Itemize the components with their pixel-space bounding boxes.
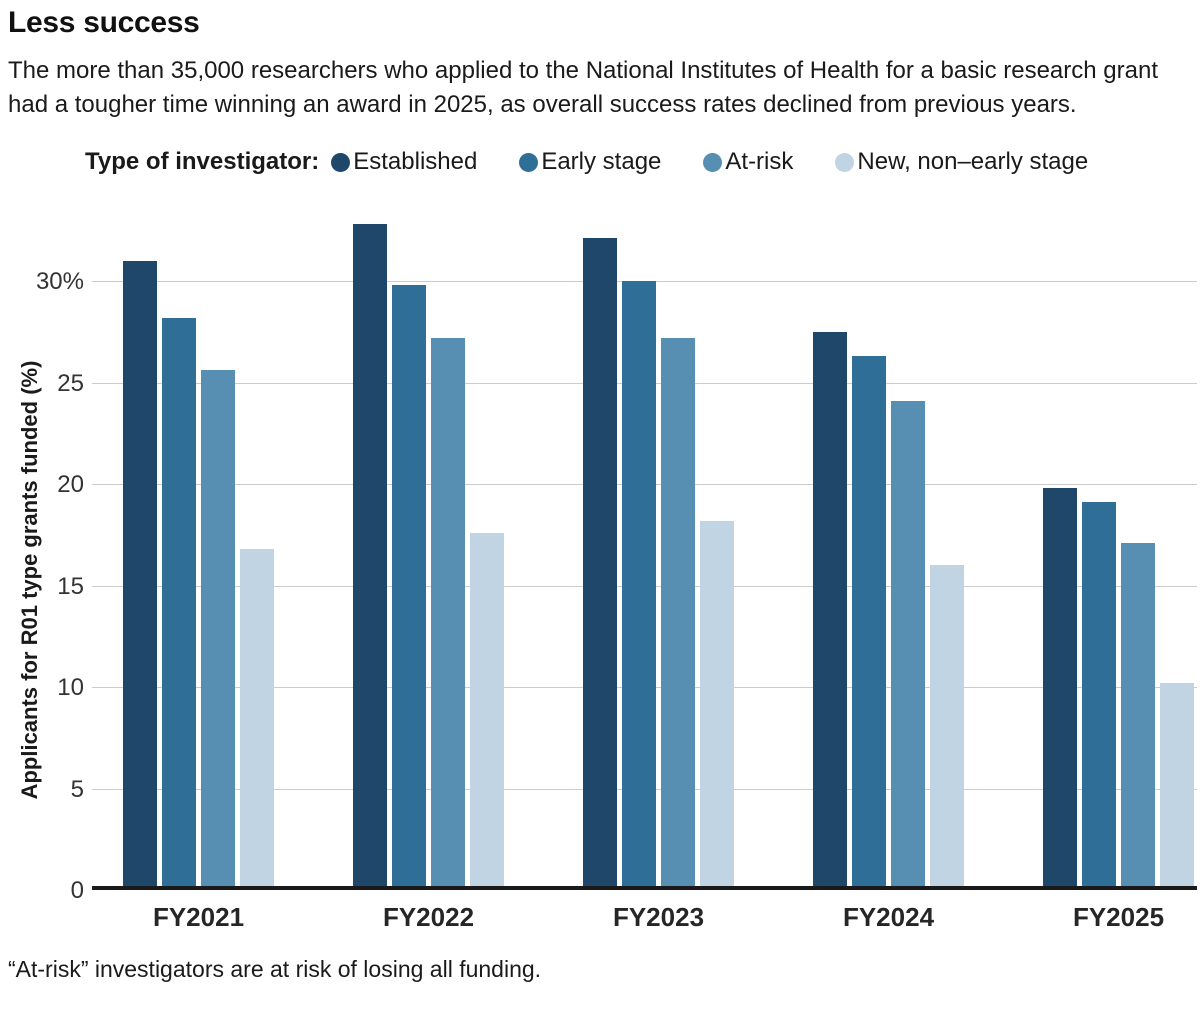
legend: Type of investigator: Established Early s… (85, 148, 1192, 176)
bar-fy2025-established (1043, 488, 1077, 886)
bar-group-fy2022 (353, 224, 504, 886)
bar-fy2022-early-stage (392, 285, 426, 886)
bar-fy2021-at-risk (201, 370, 235, 886)
x-axis-label-fy2023: FY2023 (612, 902, 705, 932)
y-tick-label: 20 (57, 471, 84, 498)
bar-fy2022-established (353, 224, 387, 886)
x-axis-label-fy2025: FY2025 (1072, 902, 1165, 932)
bar-fy2024-new-non-early-stage (930, 565, 964, 886)
bar-group-fy2021 (123, 260, 274, 886)
legend-marker-icon (519, 152, 539, 172)
legend-item-early-stage: Early stage (519, 148, 661, 176)
legend-marker-icon (703, 152, 723, 172)
bar-fy2024-at-risk (891, 400, 925, 886)
bar-fy2023-early-stage (622, 281, 656, 886)
x-axis-label-fy2022: FY2022 (382, 902, 475, 932)
bar-group-fy2024 (813, 331, 964, 886)
bar-fy2021-established (123, 260, 157, 886)
bar-fy2025-at-risk (1121, 542, 1155, 886)
y-tick-label: 25 (57, 369, 84, 397)
chart-title: Less success (8, 6, 200, 39)
plot-area: FY2021 FY2022 FY2023 FY2024 FY2025 (92, 212, 1197, 932)
x-axis-label-fy2024: FY2024 (842, 902, 935, 932)
footnote: “At-risk” investigators are at risk of l… (8, 956, 542, 982)
bar-group-fy2023 (583, 238, 734, 886)
bar-group-fy2025 (1043, 488, 1194, 886)
legend-item-label: New, non–early stage (857, 148, 1089, 175)
legend-item-established: Established (331, 148, 477, 176)
y-axis-ticks: 0 5 10 15 20 25 30% (8, 212, 84, 904)
bar-fy2022-new-non-early-stage (470, 532, 504, 886)
y-tick-label: 15 (57, 572, 84, 600)
bar-fy2021-new-non-early-stage (240, 549, 274, 886)
legend-marker-icon (331, 152, 351, 172)
bar-fy2021-early-stage (162, 317, 196, 886)
bar-fy2023-at-risk (661, 337, 695, 886)
bar-fy2024-early-stage (852, 356, 886, 886)
y-tick-label: 5 (70, 775, 84, 803)
chart-subtitle: The more than 35,000 researchers who app… (8, 57, 1158, 118)
legend-item-new-non-early-stage: New, non–early stage (835, 148, 1088, 176)
legend-title: Type of investigator: (85, 148, 320, 175)
y-tick-label: 10 (57, 674, 84, 701)
legend-item-label: At-risk (725, 148, 794, 175)
bar-fy2023-established (583, 238, 617, 886)
y-tick-label: 0 (70, 877, 84, 904)
y-tick-label: 30% (35, 268, 84, 296)
legend-item-label: Established (353, 148, 478, 175)
bar-fy2025-new-non-early-stage (1160, 683, 1194, 886)
bar-fy2024-established (813, 331, 847, 886)
legend-item-at-risk: At-risk (703, 148, 793, 176)
bar-fy2025-early-stage (1082, 502, 1116, 886)
legend-marker-icon (835, 152, 855, 172)
legend-item-label: Early stage (541, 148, 662, 175)
bar-fy2022-at-risk (431, 337, 465, 886)
chart-figure: Less success The more than 35,000 resear… (8, 6, 1197, 983)
x-axis-label-fy2021: FY2021 (152, 902, 245, 932)
chart-area: Applicants for R01 type grants funded (%… (8, 212, 1197, 938)
bar-fy2023-new-non-early-stage (700, 520, 734, 886)
